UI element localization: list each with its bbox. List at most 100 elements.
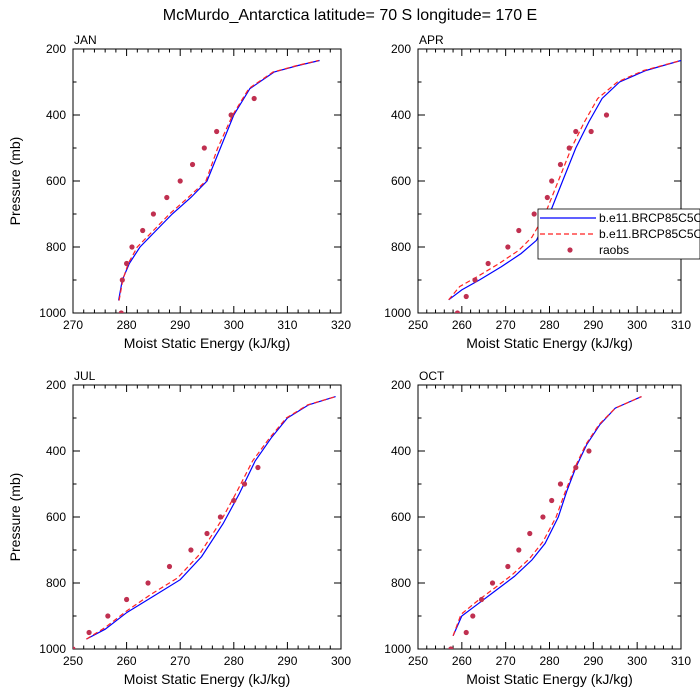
y-tick-label: 800: [391, 240, 411, 254]
y-tick-label: 1000: [39, 306, 66, 320]
raobs-point: [549, 178, 555, 184]
model-series-solid-line: [448, 59, 681, 301]
y-tick-label: 200: [391, 42, 411, 56]
raobs-point: [204, 530, 210, 537]
x-tick-label: 290: [583, 318, 603, 332]
raobs-point: [119, 277, 125, 283]
x-axis-title: Moist Static Energy (kJ/kg): [466, 335, 633, 351]
y-tick-label: 400: [391, 108, 411, 122]
raobs-point: [86, 629, 92, 636]
x-tick-label: 250: [408, 654, 428, 668]
y-axis-title: Pressure (mb): [7, 473, 23, 562]
panel-label: APR: [419, 33, 444, 47]
x-tick-label: 290: [277, 654, 297, 668]
raobs-point: [489, 580, 496, 586]
legend-marker: [567, 247, 573, 253]
plot-frame: [72, 384, 342, 650]
raobs-point: [603, 112, 610, 118]
raobs-point: [505, 244, 511, 250]
y-tick-label: 600: [391, 510, 411, 524]
plot-frame: [417, 384, 682, 650]
model-series-solid-line: [118, 59, 320, 301]
raobs-point: [124, 596, 130, 603]
x-tick-label: 280: [224, 654, 244, 668]
model-series-solid-line: [86, 396, 336, 640]
raobs-point: [118, 310, 124, 313]
raobs-point: [527, 530, 533, 537]
model-series-dashed-line: [452, 396, 642, 637]
x-tick-label: 270: [170, 654, 190, 668]
raobs-point: [566, 145, 572, 151]
raobs-point: [231, 497, 237, 504]
panel-jan: JAN 270 280 290 300 310 320 200 400 600 800 1000 Moi…: [7, 33, 351, 351]
raobs-point: [448, 646, 454, 649]
raobs-point: [188, 547, 194, 553]
plot-area: [73, 396, 336, 649]
x-tick-label: 280: [539, 654, 559, 668]
y-tick-label: 600: [46, 174, 66, 188]
raobs-point: [544, 194, 550, 201]
x-tick-label: 270: [496, 318, 516, 332]
plot-area: [118, 59, 320, 313]
raobs-point: [177, 178, 183, 184]
y-tick-label: 400: [391, 444, 411, 458]
x-tick-label: 310: [671, 318, 691, 332]
x-tick-label: 310: [671, 654, 691, 668]
raobs-point: [557, 161, 564, 168]
y-tick-label: 800: [46, 576, 66, 590]
x-tick-label: 280: [117, 318, 137, 332]
raobs-point: [540, 514, 546, 520]
raobs-point: [255, 464, 261, 471]
raobs-point: [463, 293, 469, 300]
panel-oct: OCT 250 260 270 280 290 300 310 200 400 600 800 1000…: [384, 369, 691, 687]
legend: b.e11.BRCP85C5CN b.e11.BRCP85C5CN raobs: [537, 208, 700, 260]
x-tick-label: 270: [63, 318, 83, 332]
raobs-point: [470, 613, 476, 619]
y-tick-label: 200: [46, 42, 66, 56]
x-tick-label: 310: [277, 318, 297, 332]
x-tick-label: 300: [627, 654, 647, 668]
y-tick-label: 200: [391, 378, 411, 392]
raobs-point: [463, 629, 469, 636]
y-tick-label: 400: [46, 444, 66, 458]
model-series-dashed-line: [448, 59, 681, 301]
raobs-point: [557, 481, 564, 487]
raobs-point: [217, 514, 223, 520]
x-axis-title: Moist Static Energy (kJ/kg): [466, 671, 633, 687]
panel-label: JUL: [74, 369, 96, 383]
plot-area: [448, 396, 642, 649]
raobs-point: [145, 580, 151, 586]
panel-apr: APR 250 260 270 280 290 300 310 200 400 600 800 1000…: [384, 33, 691, 351]
x-tick-label: 250: [408, 318, 428, 332]
x-tick-label: 260: [452, 318, 472, 332]
x-tick-label: 290: [170, 318, 190, 332]
panel-jul: JUL 250 260 270 280 290 300 200 400 600 800 1000 Moi…: [7, 369, 351, 687]
y-tick-label: 600: [46, 510, 66, 524]
panel-label: OCT: [419, 369, 445, 383]
raobs-point: [472, 277, 478, 283]
raobs-point: [586, 448, 592, 454]
x-tick-label: 280: [539, 318, 559, 332]
legend-label: raobs: [599, 243, 629, 257]
chart-title: McMurdo_Antarctica latitude= 70 S longit…: [163, 7, 537, 24]
model-series-dashed-line: [86, 396, 336, 640]
x-tick-label: 300: [331, 654, 351, 668]
raobs-point: [516, 547, 522, 553]
raobs-point: [241, 481, 248, 487]
y-tick-label: 1000: [384, 306, 411, 320]
raobs-point: [73, 646, 76, 649]
raobs-point: [478, 596, 485, 603]
model-series-dashed-line: [118, 59, 319, 301]
raobs-point: [228, 112, 234, 118]
y-tick-label: 400: [46, 108, 66, 122]
raobs-point: [549, 497, 555, 504]
y-tick-label: 800: [46, 240, 66, 254]
raobs-point: [251, 95, 257, 102]
raobs-point: [166, 563, 173, 570]
x-tick-label: 250: [63, 654, 83, 668]
x-tick-label: 260: [117, 654, 137, 668]
plot-area: [448, 59, 681, 313]
x-tick-label: 270: [496, 654, 516, 668]
y-tick-label: 800: [391, 576, 411, 590]
raobs-point: [573, 128, 579, 135]
